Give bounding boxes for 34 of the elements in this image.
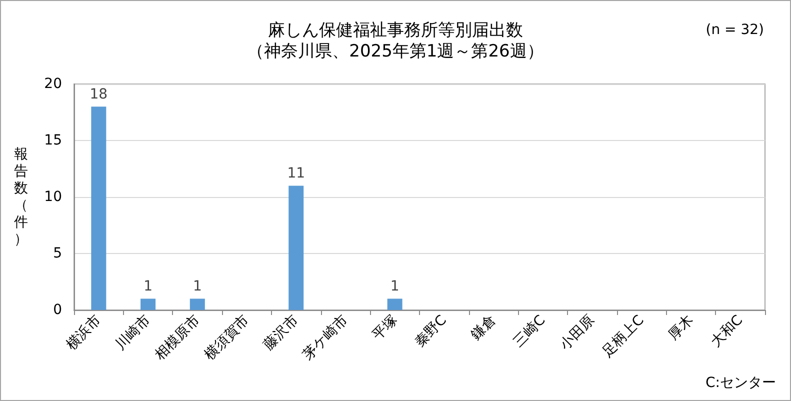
x-tick-label: 三崎C	[510, 312, 549, 350]
text: C:センター	[706, 375, 776, 391]
y-tick-label: 20	[44, 76, 62, 92]
y-axis-title: 報告数（件）	[14, 146, 28, 248]
chart-subtitle: （神奈川県、2025年第1週～第26週）	[247, 42, 544, 62]
bar	[140, 298, 156, 310]
text: (n = 32)	[706, 22, 764, 38]
x-tick-label: 川崎市	[112, 312, 154, 354]
y-tick-label: 15	[44, 132, 62, 148]
x-tick-label: 大和C	[708, 312, 746, 350]
chart-title: 麻しん保健福祉事務所等別届出数	[268, 20, 523, 40]
bar	[387, 298, 402, 310]
y-tick-label: 5	[53, 246, 62, 262]
x-tick-label: 鎌倉	[468, 312, 500, 344]
data-label: 1	[192, 278, 202, 295]
bar	[190, 298, 205, 310]
x-tick-label: 藤沢市	[260, 312, 302, 354]
data-label: 1	[390, 278, 400, 295]
y-tick-label: 10	[44, 189, 62, 205]
bar	[288, 186, 304, 310]
x-tick-label: 横須賀市	[201, 312, 252, 364]
y-tick-label: 0	[53, 302, 62, 318]
x-tick-label: 横浜市	[63, 312, 104, 354]
x-tick-label: 平塚	[369, 312, 400, 344]
x-tick-label: 相模原市	[152, 312, 204, 364]
x-tick-label: 足柄上C	[599, 312, 648, 360]
data-label: 11	[287, 166, 306, 182]
x-tick-label: 秦野C	[412, 312, 450, 350]
x-tick-label: 小田原	[556, 312, 598, 354]
bar	[91, 106, 106, 310]
x-tick-label: 茅ケ崎市	[300, 312, 352, 364]
data-label: 18	[90, 86, 108, 103]
data-label: 1	[144, 278, 152, 295]
x-tick-label: 厚木	[666, 312, 697, 344]
